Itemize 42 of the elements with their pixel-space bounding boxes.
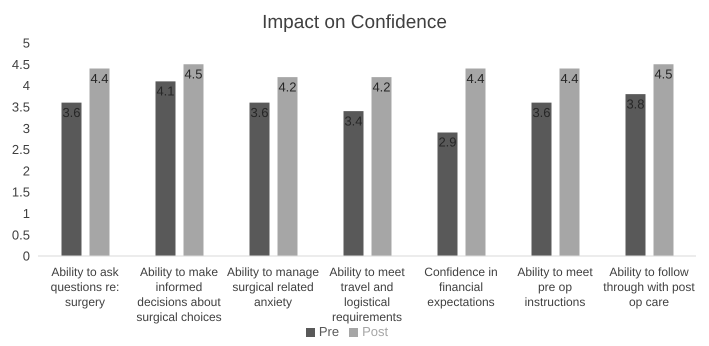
x-tick-label: Ability to ask questions re: surgery xyxy=(50,265,120,309)
data-label: 4.4 xyxy=(90,70,109,86)
y-tick-label: 1.5 xyxy=(12,184,30,200)
bar xyxy=(90,68,110,256)
y-tick-label: 2.5 xyxy=(12,142,30,158)
x-tick-label: Confidence in financial expectations xyxy=(424,265,498,309)
data-label: 4.4 xyxy=(560,70,579,86)
bar xyxy=(344,111,364,256)
y-tick-label: 3 xyxy=(22,120,30,136)
bar xyxy=(156,81,176,256)
x-tick-label: Ability to follow through with post op care xyxy=(603,265,696,309)
data-label: 4.5 xyxy=(654,66,673,82)
y-tick-label: 4 xyxy=(22,78,30,94)
bar xyxy=(184,64,204,256)
bar xyxy=(532,102,552,256)
data-label: 4.5 xyxy=(184,66,203,82)
chart-title: Impact on Confidence xyxy=(262,12,447,33)
y-tick-label: 0.5 xyxy=(12,227,30,242)
y-tick-label: 4.5 xyxy=(12,56,30,72)
bar xyxy=(62,102,82,256)
legend-label: Post xyxy=(362,324,388,339)
legend-label: Pre xyxy=(318,324,340,339)
y-tick-label: 5 xyxy=(22,36,30,51)
data-label: 4.4 xyxy=(466,70,485,86)
bar xyxy=(654,64,674,256)
y-tick-label: 3.5 xyxy=(12,100,30,115)
bar xyxy=(560,68,580,256)
bar xyxy=(466,68,486,256)
bar xyxy=(250,102,270,256)
x-tick-label: Ability to meet pre op instructions xyxy=(517,265,594,309)
bar xyxy=(278,77,298,256)
bar xyxy=(438,132,458,256)
bar xyxy=(626,94,646,256)
y-tick-label: 2 xyxy=(22,163,30,178)
x-tick-label: Ability to meet travel and logistical requirements xyxy=(329,265,406,324)
data-label: 4.2 xyxy=(372,79,391,94)
data-label: 4.2 xyxy=(278,79,297,94)
bar xyxy=(372,77,392,256)
y-tick-label: 1 xyxy=(22,206,30,222)
x-tick-label: Ability to manage surgical related anxiety xyxy=(226,265,320,309)
x-tick-label: Ability to make informed decisions about surgical choices xyxy=(136,265,222,324)
y-tick-label: 0 xyxy=(22,248,30,264)
